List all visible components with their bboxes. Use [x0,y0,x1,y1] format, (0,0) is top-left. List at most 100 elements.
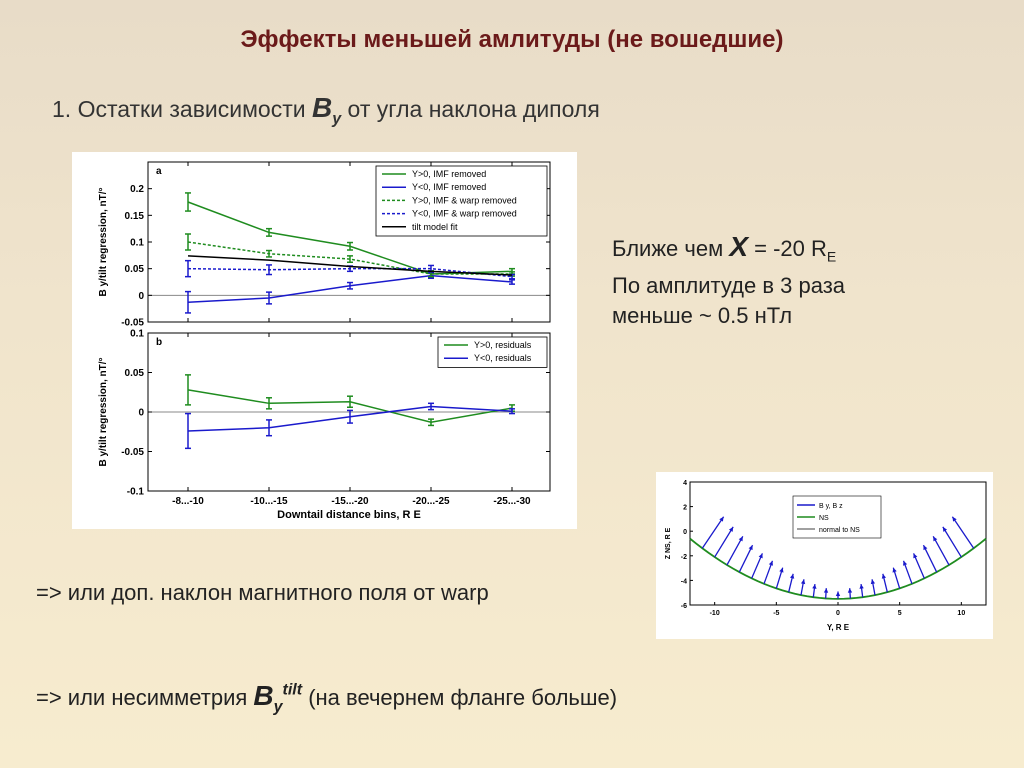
neutral-sheet-chart: 4 2 0 -2 -4 -6 -10 -5 0 5 10 Y, R E Z NS, R E B y, B … [665,480,987,632]
field-arrow-head [942,526,948,532]
field-arrow-head [779,567,784,573]
y-tick-label: 0 [138,291,144,302]
y-tick-label: 0.2 [130,184,144,195]
legend-label: Y<0, IMF removed [412,182,486,192]
field-arrow-head [933,536,938,542]
field-arrow-head [923,545,928,551]
y-tick-label: 0 [683,529,687,536]
y-tick-label: -4 [681,578,687,585]
y-tick-label: 0.1 [130,329,144,340]
panel-label: a [156,166,162,177]
field-arrow [726,536,744,566]
legend-label: NS [819,515,829,522]
field-arrow-head [768,560,773,566]
y-axis-label: B y/tilt regression, nT/° [98,187,109,296]
x-tick-label: -20...-25 [412,496,450,507]
legend-label: normal to NS [819,527,860,534]
subtitle-var-sub: y [332,110,342,128]
field-arrow-head [738,536,743,542]
legend-label: tilt model fit [412,222,458,232]
subtitle-var-letter: B [312,92,333,123]
field-arrow-head [859,584,864,589]
field-arrow-head [823,588,829,593]
note-l1-prefix: Ближе чем [612,236,730,261]
field-arrow [922,544,938,573]
y-tick-label: 4 [683,480,687,487]
x-tick-label: -10 [710,610,720,617]
slide-title: Эффекты меньшей амлитуды (не вошедшие) [240,26,784,53]
legend-box [437,336,548,368]
field-arrow [738,544,754,573]
y-tick-label: 0.1 [130,238,144,249]
field-arrow-head [847,588,853,593]
neutral-sheet-figure: 4 2 0 -2 -4 -6 -10 -5 0 5 10 Y, R E Z NS, R E B y, B … [656,472,993,639]
note-line-1: Ближе чем X = -20 RE [612,232,845,271]
regression-figure: 0.2 0.15 0.1 0.05 0 -0.05 a B y/tilt regression… [72,152,577,529]
y-tick-label: -0.05 [121,447,144,458]
field-arrow-head [903,560,908,566]
series-line [187,241,512,275]
x-tick-label: 10 [957,610,965,617]
legend-label: Y>0, residuals [474,340,532,350]
field-arrow-head [870,579,876,585]
subtitle-prefix: 1. Остатки зависимости [52,96,312,122]
y-tick-label: 0 [138,408,144,419]
legend-label: Y<0, IMF & warp removed [412,209,517,219]
asym-var: Bytilt [253,680,303,716]
legend-label: B y, B z [819,503,843,510]
legend-label: Y<0, residuals [474,353,532,363]
y-tick-label: 0.05 [125,368,145,379]
y-tick-label: 2 [683,505,687,512]
field-arrow [951,516,975,549]
field-arrow-head [952,516,957,522]
x-tick-label: -25...-30 [493,496,531,507]
asym-var-letter: B [253,680,274,711]
y-axis-label: Z NS, R E [665,527,672,559]
note-l1-sub: E [826,248,837,265]
y-tick-label: -0.05 [121,318,144,329]
x-tick-label: -8...-10 [172,496,204,507]
field-arrow [912,553,925,579]
field-arrow-head [800,579,806,585]
legend-label: Y>0, IMF & warp removed [412,195,517,205]
y-tick-label: 0.15 [125,211,145,222]
x-tick-label: -10...-15 [250,496,288,507]
subtitle: 1. Остатки зависимости By от угла наклон… [52,92,600,129]
asym-prefix: => или несимметрия [36,685,254,710]
field-arrow [714,526,734,558]
y-axis-label: B y/tilt regression, nT/° [98,357,109,466]
x-tick-label: 5 [898,610,902,617]
regression-chart: 0.2 0.15 0.1 0.05 0 -0.05 a B y/tilt regression… [98,161,551,521]
subtitle-var: By [312,92,341,128]
x-tick-label: -15...-20 [331,496,369,507]
warp-line: => или доп. наклон магнитного поля от wa… [36,580,489,605]
note-block: Ближе чем X = -20 RE По амплитуде в 3 ра… [612,232,845,331]
asym-var-sub: y [273,698,283,716]
y-tick-label: -2 [681,554,687,561]
field-arrow-head [789,573,795,579]
panel-label: b [156,337,162,348]
x-tick-label: -5 [773,610,779,617]
x-axis-label: Downtail distance bins, R E [277,509,421,521]
asym-var-sup: tilt [282,681,303,699]
field-arrow [751,553,764,579]
field-arrow-head [758,553,763,559]
field-arrow-head [719,516,724,522]
note-l1-mid: = -20 R [748,236,827,261]
field-arrow-head [881,573,887,579]
field-arrow-head [812,584,817,589]
note-line-2: По амплитуде в 3 раза [612,273,846,299]
field-arrow [942,526,962,558]
y-tick-label: -6 [681,603,687,610]
field-arrow-head [835,591,841,596]
series-line [187,255,513,276]
subtitle-suffix: от угла наклона диполя [341,96,600,122]
note-line-3: меньше ~ 0.5 нТл [612,303,793,329]
x-tick-label: 0 [836,610,840,617]
field-arrow-head [728,526,734,532]
asymmetry-line: => или несимметрия Bytilt (на вечернем ф… [36,680,617,717]
field-arrow [932,536,950,566]
field-arrow-head [748,545,753,551]
y-tick-label: -0.1 [127,487,145,498]
x-axis-label: Y, R E [827,623,850,632]
